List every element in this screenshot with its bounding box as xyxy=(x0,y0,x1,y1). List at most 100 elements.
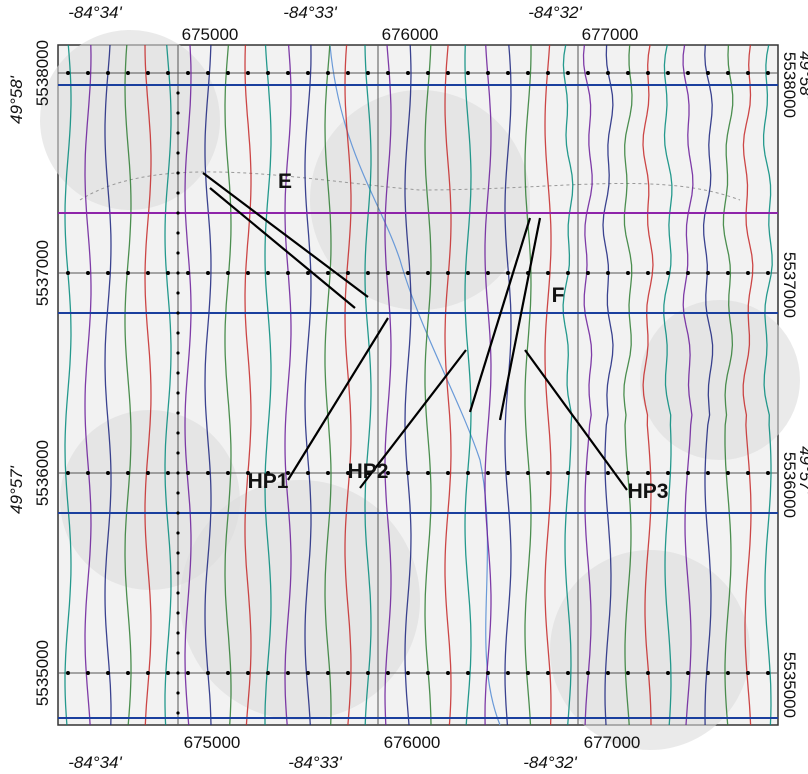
station-dot xyxy=(176,691,179,694)
station-dot xyxy=(186,471,190,475)
station-dot xyxy=(176,651,179,654)
station-dot xyxy=(666,271,670,275)
station-dot xyxy=(766,671,770,675)
station-dot xyxy=(246,71,250,75)
station-dot xyxy=(176,331,179,334)
station-dot xyxy=(176,351,179,354)
station-dot xyxy=(176,171,179,174)
station-dot xyxy=(286,71,290,75)
station-dot xyxy=(206,271,210,275)
terrain-shade xyxy=(60,410,240,590)
station-dot xyxy=(176,431,179,434)
station-dot xyxy=(526,71,530,75)
feature-label: F xyxy=(552,284,565,307)
station-dot xyxy=(86,271,90,275)
station-dot xyxy=(546,271,550,275)
station-dot xyxy=(586,671,590,675)
station-dot xyxy=(206,71,210,75)
station-dot xyxy=(146,71,150,75)
station-dot xyxy=(726,671,730,675)
northing-label: 5535000 xyxy=(33,640,52,706)
station-dot xyxy=(366,71,370,75)
station-dot xyxy=(176,191,179,194)
station-dot xyxy=(176,151,179,154)
station-dot xyxy=(186,671,190,675)
station-dot xyxy=(706,471,710,475)
station-dot xyxy=(486,671,490,675)
easting-label: 676000 xyxy=(382,25,439,44)
station-dot xyxy=(176,131,179,134)
station-dot xyxy=(646,671,650,675)
station-dot xyxy=(176,611,179,614)
station-dot xyxy=(406,71,410,75)
station-dot xyxy=(586,471,590,475)
station-dot xyxy=(666,471,670,475)
station-dot xyxy=(176,591,179,594)
station-dot xyxy=(746,671,750,675)
station-dot xyxy=(446,71,450,75)
station-dot xyxy=(426,71,430,75)
longitude-label: -84°33' xyxy=(283,3,337,22)
station-dot xyxy=(506,271,510,275)
station-dot xyxy=(106,71,110,75)
station-dot xyxy=(726,71,730,75)
station-dot xyxy=(176,411,179,414)
station-dot xyxy=(206,471,210,475)
easting-label: 675000 xyxy=(184,733,241,752)
station-dot xyxy=(266,71,270,75)
station-dot xyxy=(426,271,430,275)
easting-label: 676000 xyxy=(384,733,441,752)
station-dot xyxy=(286,271,290,275)
station-dot xyxy=(386,71,390,75)
station-dot xyxy=(406,671,410,675)
station-dot xyxy=(126,271,130,275)
station-dot xyxy=(526,471,530,475)
station-dot xyxy=(106,471,110,475)
station-dot xyxy=(166,671,170,675)
station-dot xyxy=(446,671,450,675)
station-dot xyxy=(506,71,510,75)
station-dot xyxy=(176,91,179,94)
station-dot xyxy=(176,231,179,234)
station-dot xyxy=(366,671,370,675)
station-dot xyxy=(466,271,470,275)
station-dot xyxy=(766,71,770,75)
station-dot xyxy=(146,471,150,475)
station-dot xyxy=(246,671,250,675)
station-dot xyxy=(176,291,179,294)
station-dot xyxy=(566,671,570,675)
station-dot xyxy=(486,71,490,75)
station-dot xyxy=(686,671,690,675)
station-dot xyxy=(326,671,330,675)
station-dot xyxy=(626,471,630,475)
station-dot xyxy=(506,471,510,475)
longitude-label: -84°32' xyxy=(523,753,577,772)
station-dot xyxy=(726,471,730,475)
longitude-label: -84°32' xyxy=(528,3,582,22)
station-dot xyxy=(486,471,490,475)
station-dot xyxy=(176,111,179,114)
station-dot xyxy=(226,71,230,75)
station-dot xyxy=(266,671,270,675)
station-dot xyxy=(176,671,179,674)
station-dot xyxy=(346,271,350,275)
station-dot xyxy=(466,671,470,675)
station-dot xyxy=(176,711,179,714)
station-dot xyxy=(746,471,750,475)
station-dot xyxy=(746,71,750,75)
northing-label: 5536000 xyxy=(33,440,52,506)
station-dot xyxy=(646,271,650,275)
station-dot xyxy=(306,471,310,475)
terrain-shade xyxy=(550,550,750,750)
station-dot xyxy=(706,271,710,275)
station-dot xyxy=(666,671,670,675)
station-dot xyxy=(546,471,550,475)
latitude-label: 49°58' xyxy=(7,75,26,124)
station-dot xyxy=(386,271,390,275)
station-dot xyxy=(606,671,610,675)
station-dot xyxy=(566,471,570,475)
station-dot xyxy=(726,271,730,275)
station-dot xyxy=(86,671,90,675)
station-dot xyxy=(606,471,610,475)
station-dot xyxy=(66,71,70,75)
